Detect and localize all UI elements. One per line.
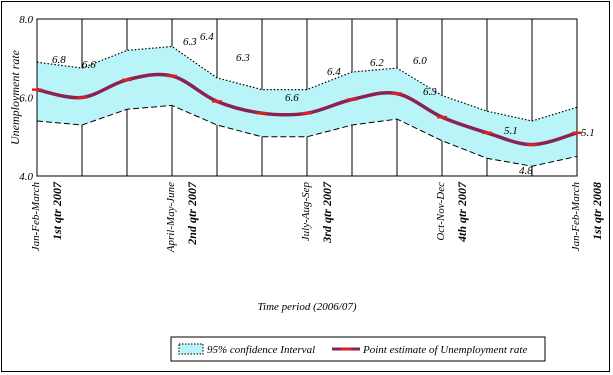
legend-confidence-swatch (178, 343, 204, 355)
data-label: 6.6 (285, 92, 299, 104)
x-tick-period-label: Jan-Feb-March (30, 182, 42, 252)
x-axis-title: Time period (2006/07) (258, 301, 357, 313)
data-label: 5.1 (504, 125, 518, 137)
legend-confidence-label: 95% confidence Interval (207, 344, 315, 356)
data-label: 6.3 (183, 36, 197, 48)
data-label: 6.3 (423, 86, 437, 98)
x-tick-period-label: July-Aug-Sep (300, 182, 312, 242)
x-tick-quarter-label: 3rd qtr 2007 (320, 181, 334, 244)
legend-estimate-label: Point estimate of Unemployment rate (362, 344, 527, 356)
data-label: 6.8 (52, 54, 66, 66)
x-tick-quarter-label: 4th qtr 2007 (455, 181, 469, 243)
y-tick-label: 4.0 (19, 171, 33, 183)
x-tick-period-label: Oct-Nov-Dec (435, 182, 447, 241)
data-label: 6.4 (327, 66, 341, 78)
x-tick-period-label: April-May-June (165, 182, 177, 253)
x-tick-period-label: Jan-Feb-March (570, 182, 582, 252)
data-label: 6.3 (236, 52, 250, 64)
lower-bound-line (36, 104, 578, 167)
y-axis-title: Unemployment rate (8, 49, 22, 145)
x-tick-quarter-label: 2nd qtr 2007 (185, 181, 199, 246)
x-tick-quarter-label: 1st qtr 2008 (590, 182, 604, 240)
x-tick-quarter-label: 1st qtr 2007 (50, 181, 64, 240)
data-label: 6.0 (413, 55, 427, 67)
data-label: 5.1 (581, 127, 595, 139)
y-tick-label: 6.0 (19, 93, 33, 105)
data-label: 6.2 (370, 57, 384, 69)
y-tick-label: 8.0 (19, 14, 33, 26)
data-label: 4.8 (519, 165, 533, 177)
plot-area-border (36, 18, 578, 177)
data-label: 6.6 (82, 59, 96, 71)
data-label: 6.4 (200, 31, 214, 43)
